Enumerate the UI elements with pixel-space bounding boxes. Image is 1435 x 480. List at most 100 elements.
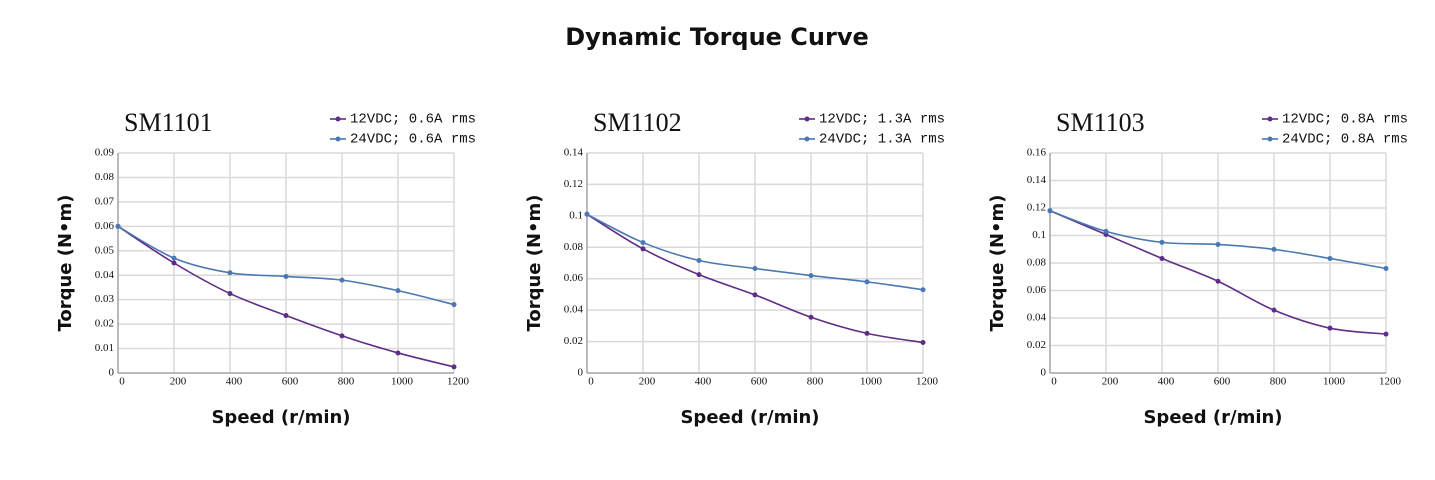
y-tick-label: 0.04	[95, 269, 115, 281]
point	[1103, 228, 1109, 234]
chart: 0 0.01 0.02 0.03 0.04 0.05 0.06 0.07 0.08 0.09 0 20…	[55, 108, 476, 428]
y-tick-label: 0.12	[1027, 202, 1046, 214]
legend-label: 12VDC; 0.8A rms	[1282, 112, 1408, 128]
legend-marker	[1267, 116, 1273, 122]
x-tick-label: 0	[119, 376, 125, 388]
point	[1271, 307, 1277, 313]
x-tick-label: 600	[1214, 376, 1231, 388]
x-tick-label: 200	[170, 376, 187, 388]
x-tick-label: 0	[588, 376, 594, 388]
legend-marker	[335, 116, 341, 122]
y-tick-label: 0	[109, 367, 115, 379]
chart: 0 0.02 0.04 0.06 0.08 0.1 0.12 0.14 0.16 0 200 400 6…	[987, 108, 1408, 428]
legend-marker	[804, 116, 810, 122]
y-axis-label: Torque (N•m)	[55, 194, 76, 331]
point	[171, 260, 177, 266]
chart: 0 0.02 0.04 0.06 0.08 0.1 0.12 0.14 0 200 400 600 80…	[524, 108, 945, 428]
y-tick-label: 0.06	[95, 220, 115, 232]
point	[640, 246, 646, 252]
x-axis-label: Speed (r/min)	[1143, 407, 1282, 428]
x-tick-label: 800	[1270, 376, 1287, 388]
x-tick-label: 200	[639, 376, 656, 388]
point	[451, 302, 457, 308]
x-tick-label: 0	[1051, 376, 1057, 388]
point	[1047, 208, 1053, 214]
y-tick-label: 0.14	[564, 147, 584, 159]
chart-title: SM1103	[1056, 108, 1145, 137]
point	[171, 255, 177, 261]
y-tick-label: 0.08	[95, 171, 115, 183]
x-tick-label: 800	[807, 376, 824, 388]
y-axis-label: Torque (N•m)	[987, 194, 1008, 331]
point	[395, 288, 401, 294]
y-tick-label: 0.09	[95, 147, 115, 159]
point	[115, 223, 121, 229]
point	[1327, 255, 1333, 261]
page-title: Dynamic Torque Curve	[565, 23, 869, 51]
legend-label: 24VDC; 1.3A rms	[819, 132, 945, 148]
point	[339, 277, 345, 283]
y-tick-label: 0	[578, 367, 584, 379]
y-tick-label: 0.16	[1027, 147, 1047, 159]
y-tick-label: 0.02	[564, 335, 583, 347]
x-tick-label: 800	[338, 376, 355, 388]
point	[283, 313, 289, 319]
legend-marker	[804, 136, 810, 142]
legend-label: 24VDC; 0.8A rms	[1282, 132, 1408, 148]
point	[808, 314, 814, 320]
point	[808, 273, 814, 279]
point	[920, 287, 926, 293]
x-tick-label: 1200	[916, 376, 939, 388]
x-tick-label: 600	[751, 376, 768, 388]
y-tick-label: 0.1	[1032, 229, 1046, 241]
point	[1383, 266, 1389, 271]
legend-label: 12VDC; 0.6A rms	[350, 112, 476, 128]
x-axis-label: Speed (r/min)	[680, 407, 819, 428]
point	[1271, 246, 1277, 252]
y-tick-label: 0.02	[1027, 339, 1046, 351]
point	[920, 340, 926, 346]
y-tick-label: 0.12	[564, 178, 583, 190]
point	[864, 330, 870, 336]
y-tick-label: 0.06	[564, 272, 584, 284]
point	[1327, 325, 1333, 331]
x-tick-label: 200	[1102, 376, 1119, 388]
point	[227, 291, 233, 297]
x-tick-label: 400	[226, 376, 243, 388]
x-tick-label: 1000	[1323, 376, 1346, 388]
legend-label: 24VDC; 0.6A rms	[350, 132, 476, 148]
point	[1383, 331, 1389, 337]
x-tick-label: 400	[695, 376, 712, 388]
y-tick-label: 0.02	[95, 318, 114, 330]
point	[1215, 278, 1221, 284]
point	[283, 273, 289, 279]
y-axis-label: Torque (N•m)	[524, 194, 545, 331]
x-tick-label: 1200	[1379, 376, 1402, 388]
y-tick-label: 0.14	[1027, 174, 1047, 186]
legend-marker	[1267, 136, 1273, 142]
x-tick-label: 400	[1158, 376, 1175, 388]
point	[696, 272, 702, 278]
legend-marker	[335, 136, 341, 142]
y-tick-label: 0.1	[569, 209, 583, 221]
y-tick-label: 0.05	[95, 244, 115, 256]
point	[584, 211, 590, 217]
x-tick-label: 600	[282, 376, 299, 388]
point	[864, 279, 870, 285]
point	[1215, 241, 1221, 247]
y-tick-label: 0	[1041, 367, 1047, 379]
chart-title: SM1102	[593, 108, 682, 137]
point	[395, 350, 401, 356]
x-tick-label: 1200	[447, 376, 470, 388]
point	[339, 333, 345, 339]
legend-label: 12VDC; 1.3A rms	[819, 112, 945, 128]
y-tick-label: 0.01	[95, 342, 114, 354]
point	[1159, 239, 1165, 245]
y-tick-label: 0.03	[95, 293, 115, 305]
y-tick-label: 0.08	[564, 241, 584, 253]
x-axis-label: Speed (r/min)	[211, 407, 350, 428]
point	[752, 292, 758, 298]
y-tick-label: 0.08	[1027, 257, 1047, 269]
y-tick-label: 0.07	[95, 195, 115, 207]
